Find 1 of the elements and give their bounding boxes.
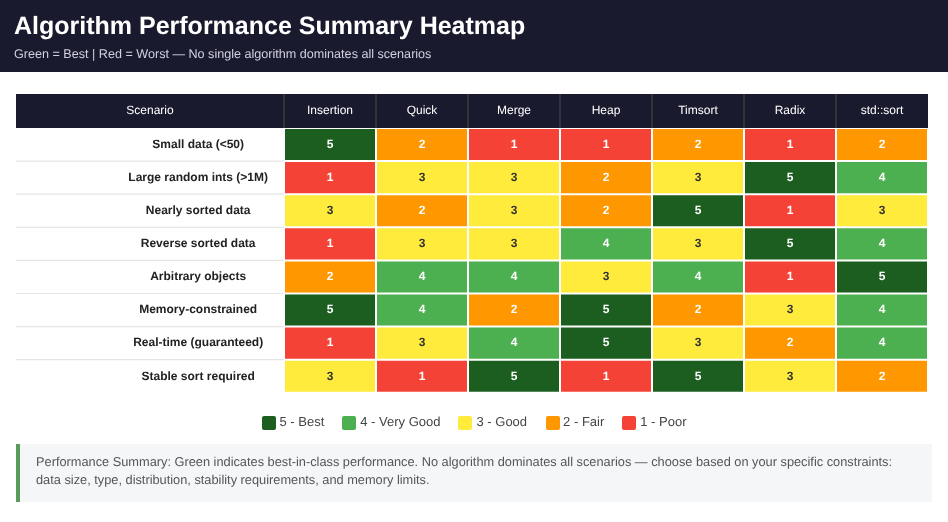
chart-title: Algorithm Performance Summary Heatmap	[14, 10, 528, 40]
